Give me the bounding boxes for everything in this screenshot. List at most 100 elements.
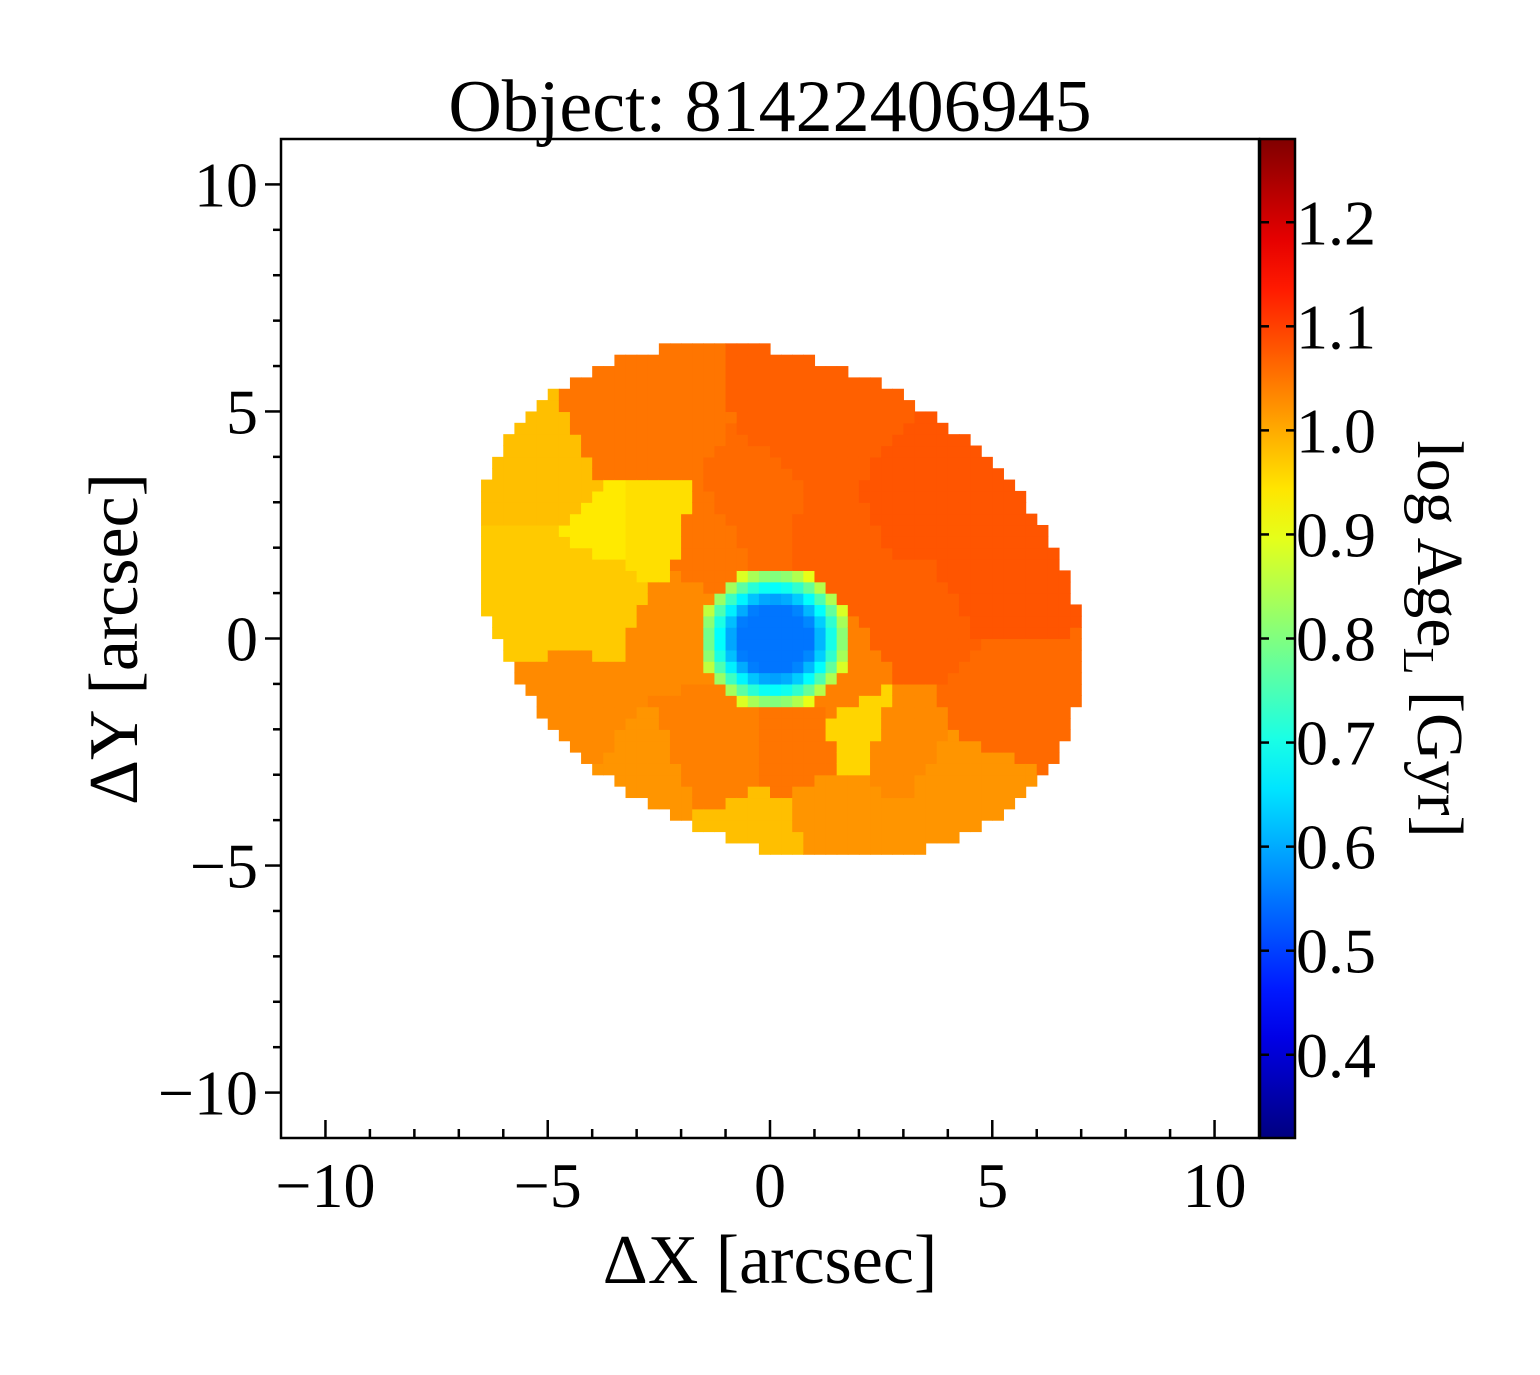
map-pixel — [647, 468, 660, 481]
map-pixel — [703, 740, 716, 753]
y-tick-label: −5 — [190, 831, 258, 902]
map-pixel — [903, 717, 916, 730]
map-pixel — [747, 627, 760, 640]
map-pixel — [658, 581, 671, 594]
map-pixel — [736, 366, 749, 378]
map-pixel — [581, 422, 593, 435]
map-pixel — [903, 547, 916, 560]
map-pixel — [892, 729, 904, 742]
map-pixel — [669, 786, 682, 799]
map-pixel — [970, 604, 982, 617]
map-pixel — [1025, 661, 1038, 674]
map-pixel — [636, 638, 649, 651]
map-pixel — [614, 479, 627, 492]
map-pixel — [736, 774, 749, 787]
map-pixel — [847, 763, 860, 776]
map-pixel — [681, 445, 693, 458]
map-pixel — [592, 513, 604, 526]
map-pixel — [925, 513, 938, 526]
map-pixel — [569, 604, 582, 617]
map-pixel — [803, 786, 816, 799]
map-pixel — [603, 547, 616, 560]
map-pixel — [669, 717, 682, 730]
map-pixel — [858, 400, 871, 413]
map-pixel — [1014, 752, 1027, 764]
map-pixel — [692, 661, 704, 674]
map-pixel — [781, 377, 793, 390]
map-pixel — [747, 354, 760, 367]
map-pixel — [825, 502, 838, 515]
map-pixel — [725, 502, 738, 515]
map-pixel — [925, 581, 938, 594]
map-pixel — [1003, 593, 1016, 606]
map-pixel — [836, 513, 849, 526]
map-pixel — [514, 434, 527, 447]
map-pixel — [947, 740, 960, 753]
map-pixel — [669, 434, 682, 447]
map-pixel — [614, 411, 627, 424]
map-pixel — [881, 842, 893, 855]
map-pixel — [958, 479, 971, 492]
map-pixel — [936, 831, 949, 844]
map-pixel — [758, 706, 771, 719]
map-pixel — [814, 422, 827, 435]
map-pixel — [892, 468, 904, 481]
map-pixel — [803, 570, 816, 583]
map-pixel — [636, 434, 649, 447]
map-pixel — [503, 468, 515, 481]
map-pixel — [970, 763, 982, 776]
map-pixel — [847, 502, 860, 515]
map-pixel — [1047, 717, 1060, 730]
map-pixel — [636, 536, 649, 549]
map-pixel — [836, 740, 849, 753]
map-pixel — [736, 672, 749, 685]
map-pixel — [747, 366, 760, 378]
map-pixel — [847, 400, 860, 413]
map-pixel — [581, 729, 593, 742]
map-pixel — [836, 695, 849, 708]
map-pixel — [903, 627, 916, 640]
map-pixel — [803, 627, 816, 640]
map-pixel — [892, 683, 904, 696]
map-pixel — [581, 434, 593, 447]
map-pixel — [858, 570, 871, 583]
map-pixel — [614, 366, 627, 378]
map-pixel — [681, 456, 693, 469]
map-pixel — [847, 411, 860, 424]
x-axis-label: ΔX [arcsec] — [603, 1222, 938, 1299]
map-pixel — [770, 683, 782, 696]
map-pixel — [514, 638, 527, 651]
map-pixel — [958, 661, 971, 674]
map-pixel — [947, 456, 960, 469]
map-pixel — [681, 354, 693, 367]
map-pixel — [747, 717, 760, 730]
map-pixel — [636, 683, 649, 696]
map-pixel — [681, 377, 693, 390]
map-pixel — [747, 683, 760, 696]
map-pixel — [669, 479, 682, 492]
map-pixel — [892, 842, 904, 855]
map-pixel — [925, 434, 938, 447]
map-pixel — [947, 831, 960, 844]
map-pixel — [536, 400, 549, 413]
map-pixel — [1025, 649, 1038, 662]
map-pixel — [681, 366, 693, 378]
map-pixel — [725, 366, 738, 378]
map-pixel — [714, 354, 727, 367]
map-pixel — [1003, 706, 1016, 719]
map-pixel — [925, 740, 938, 753]
map-pixel — [558, 434, 571, 447]
map-pixel — [892, 695, 904, 708]
map-pixel — [814, 808, 827, 821]
map-pixel — [1003, 536, 1016, 549]
map-pixel — [803, 729, 816, 742]
map-pixel — [603, 593, 616, 606]
map-pixel — [836, 490, 849, 503]
map-pixel — [525, 547, 538, 560]
map-pixel — [714, 377, 727, 390]
map-pixel — [1003, 661, 1016, 674]
map-pixel — [647, 683, 660, 696]
map-pixel — [1025, 774, 1038, 787]
map-pixel — [970, 468, 982, 481]
map-pixel — [981, 604, 993, 617]
